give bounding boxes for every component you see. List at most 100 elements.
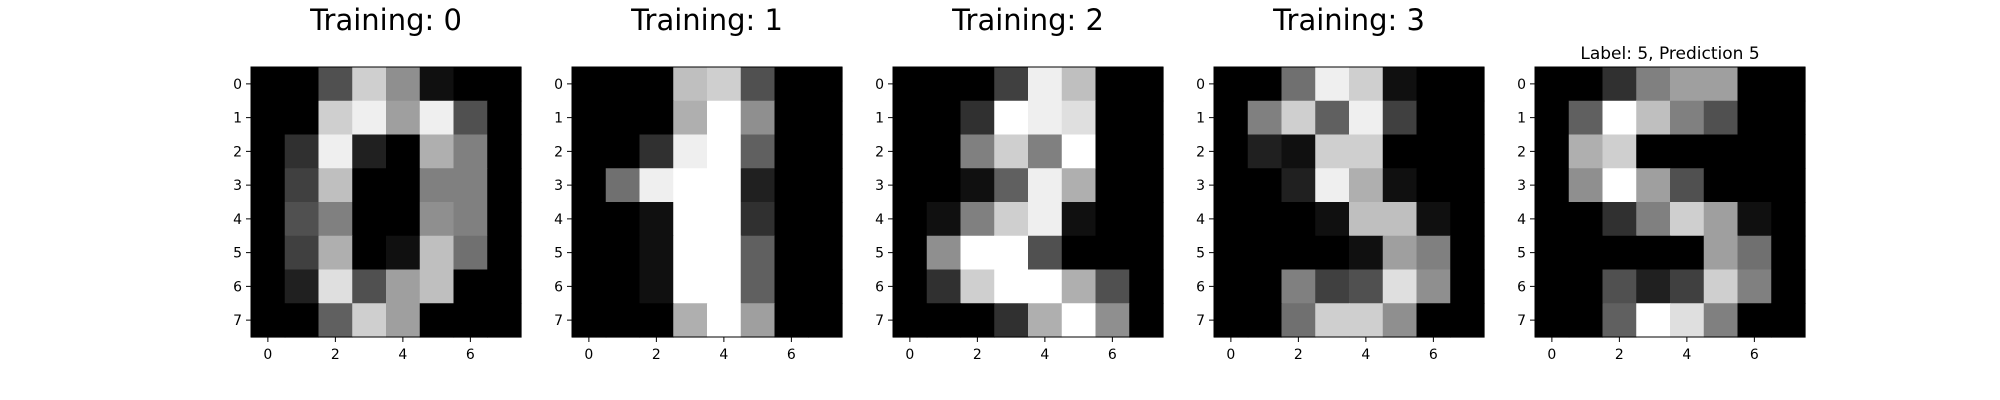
- pixel-cell: [1771, 269, 1806, 304]
- pixel-cell: [453, 202, 488, 237]
- x-tick-label: 6: [787, 347, 796, 363]
- x-tick-label: 0: [905, 347, 914, 363]
- pixel-cell: [284, 67, 320, 102]
- pixel-cell: [707, 67, 742, 102]
- pixel-cell: [639, 168, 674, 203]
- pixel-cell: [1602, 235, 1637, 271]
- pixel-cell: [251, 67, 286, 102]
- pixel-cell: [352, 100, 387, 136]
- pixel-cell: [1416, 235, 1451, 271]
- pixel-cell: [1349, 67, 1384, 102]
- y-tick-label: 7: [1196, 313, 1205, 329]
- y-tick-label: 6: [1517, 279, 1526, 295]
- pixel-cell: [572, 202, 607, 237]
- pixel-cell: [453, 269, 488, 304]
- pixel-cell: [1703, 67, 1739, 102]
- pixel-cell: [251, 134, 286, 169]
- panels: Training: 0 0 1 2 3 4 5 6 7 0 2 4 6 Training: 1 0 1 2 3 4 5…: [233, 3, 1806, 363]
- panel-title: Label: 5, Prediction 5: [1580, 44, 1759, 64]
- pixel-cell: [740, 100, 776, 136]
- pixel-cell: [1214, 100, 1249, 136]
- pixel-cell: [1636, 134, 1671, 169]
- pixel-cell: [1095, 303, 1130, 338]
- pixel-cell: [1028, 269, 1063, 304]
- pixel-cell: [994, 67, 1029, 102]
- x-tick-label: 4: [719, 347, 728, 363]
- y-tick-label: 5: [233, 246, 242, 262]
- x-tick-label: 2: [331, 347, 340, 363]
- y-tick-label: 3: [1196, 178, 1205, 194]
- pixel-cell: [352, 303, 387, 338]
- pixel-cell: [1028, 67, 1063, 102]
- pixel-cell: [1670, 269, 1705, 304]
- pixel-cell: [1095, 269, 1130, 304]
- pixel-cell: [1771, 134, 1806, 169]
- pixel-cell: [1247, 269, 1283, 304]
- pixel-cell: [572, 134, 607, 169]
- pixel-cell: [1737, 303, 1772, 338]
- pixel-cell: [318, 67, 353, 102]
- pixel-cell: [893, 235, 928, 271]
- y-tick-label: 4: [1196, 212, 1205, 228]
- axes-frame: [250, 66, 522, 338]
- pixel-cell: [318, 100, 353, 136]
- pixel-cell: [926, 168, 962, 203]
- pixel-cell: [893, 168, 928, 203]
- pixel-cell: [1129, 202, 1164, 237]
- pixel-cell: [487, 202, 522, 237]
- pixel-cell: [1315, 303, 1350, 338]
- pixel-cell: [284, 100, 320, 136]
- pixel-cell: [1568, 100, 1604, 136]
- pixel-cell: [1247, 303, 1283, 338]
- pixel-cell: [1281, 67, 1316, 102]
- pixel-cell: [1214, 67, 1249, 102]
- pixel-cell: [1670, 303, 1705, 338]
- pixel-cell: [1535, 168, 1570, 203]
- x-tick-label: 6: [1429, 347, 1438, 363]
- pixel-cell: [251, 202, 286, 237]
- pixel-cell: [1129, 100, 1164, 136]
- pixel-cell: [318, 168, 353, 203]
- pixel-cell: [960, 202, 995, 237]
- pixel-cell: [1095, 168, 1130, 203]
- pixel-cell: [1349, 168, 1384, 203]
- pixel-cell: [994, 269, 1029, 304]
- pixel-cell: [487, 168, 522, 203]
- pixel-cell: [1636, 202, 1671, 237]
- pixel-cell: [251, 168, 286, 203]
- pixel-cell: [994, 202, 1029, 237]
- pixel-cell: [251, 269, 286, 304]
- pixel-cell: [1281, 303, 1316, 338]
- pixel-cell: [1061, 134, 1097, 169]
- pixel-cell: [1416, 168, 1451, 203]
- pixel-cell: [1450, 269, 1485, 304]
- pixel-cell: [1349, 303, 1384, 338]
- y-tick-label: 7: [554, 313, 563, 329]
- panel-title: Training: 0: [309, 3, 462, 37]
- pixel-cell: [1636, 269, 1671, 304]
- pixel-cell: [893, 303, 928, 338]
- pixel-cell: [1349, 235, 1384, 271]
- pixel-cell: [1028, 134, 1063, 169]
- y-tick-label: 2: [233, 144, 242, 160]
- x-tick-label: 2: [973, 347, 982, 363]
- x-tick-label: 6: [466, 347, 475, 363]
- pixel-cell: [1129, 269, 1164, 304]
- pixel-cell: [386, 235, 421, 271]
- pixel-cell: [1568, 67, 1604, 102]
- pixel-cell: [639, 202, 674, 237]
- x-tick-label: 2: [1294, 347, 1303, 363]
- pixel-cell: [1061, 269, 1097, 304]
- pixel-cell: [1450, 303, 1485, 338]
- pixel-cell: [1382, 67, 1418, 102]
- pixel-cell: [1129, 168, 1164, 203]
- pixel-cell: [605, 303, 641, 338]
- pixel-cell: [1281, 134, 1316, 169]
- digit-panel-0: Training: 0 0 1 2 3 4 5 6 7 0 2 4 6: [233, 3, 522, 363]
- pixel-cell: [453, 168, 488, 203]
- pixel-cell: [1636, 67, 1671, 102]
- pixel-cell: [1281, 202, 1316, 237]
- pixel-cell: [1703, 303, 1739, 338]
- x-tick-label: 4: [1361, 347, 1370, 363]
- pixel-cell: [1450, 134, 1485, 169]
